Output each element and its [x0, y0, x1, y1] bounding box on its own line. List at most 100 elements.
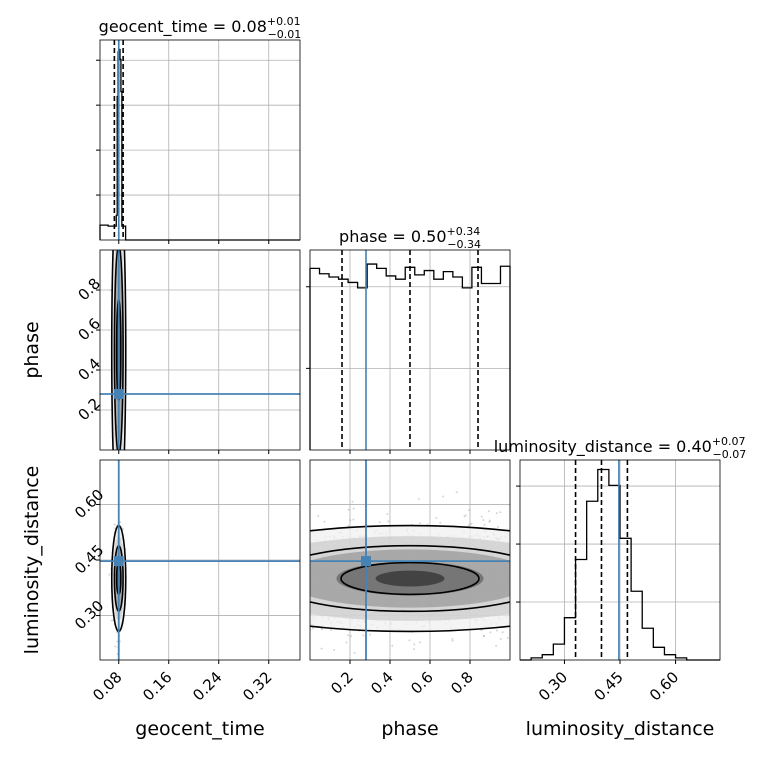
- hist-panel-geocent_time: geocent_time = 0.08+0.01 −0.01: [96, 15, 301, 244]
- scatter-panel-phase-luminosity_distance: [309, 459, 511, 664]
- sample-point: [480, 515, 483, 518]
- sample-point: [108, 573, 111, 576]
- sample-point: [487, 510, 490, 513]
- sample-point: [352, 518, 355, 521]
- x-tick-label: 0.8: [447, 668, 477, 698]
- density-geocent_time-luminosity_distance: [100, 460, 300, 660]
- y-axis-label-luminosity_distance: luminosity_distance: [21, 466, 43, 655]
- density-phase-luminosity_distance: [310, 460, 510, 660]
- sample-point: [482, 635, 485, 638]
- sample-point: [488, 520, 491, 523]
- sample-point: [311, 627, 314, 630]
- sample-point: [499, 511, 502, 514]
- sample-point: [470, 522, 473, 525]
- density-level: [375, 570, 445, 587]
- density-geocent_time-phase: [100, 250, 300, 450]
- panel-frame: [309, 249, 511, 451]
- x-tick-label: 0.6: [407, 668, 437, 698]
- panel-frame: [519, 459, 721, 661]
- sample-point: [413, 648, 416, 651]
- sample-point: [455, 491, 458, 494]
- sample-point: [495, 629, 498, 632]
- sample-point: [495, 644, 498, 647]
- sample-point: [369, 633, 372, 636]
- sample-point: [495, 512, 498, 515]
- x-tick-label: 0.60: [646, 668, 682, 704]
- x-axis-label-phase: phase: [381, 718, 438, 740]
- x-tick-label: 0.30: [535, 668, 571, 704]
- sample-point: [387, 520, 390, 523]
- panel-frame: [99, 459, 301, 661]
- contour-line: [113, 250, 124, 450]
- sample-point: [113, 523, 116, 526]
- sample-point: [419, 641, 422, 644]
- sample-point: [378, 521, 381, 524]
- truth-marker: [113, 389, 124, 399]
- contour-line: [340, 561, 480, 596]
- sample-point: [463, 515, 466, 518]
- sample-point: [353, 651, 356, 654]
- hist-panel-luminosity_distance: luminosity_distance = 0.40+0.07 −0.07: [494, 435, 747, 664]
- sample-point: [347, 508, 350, 511]
- histogram-luminosity_distance: [520, 468, 720, 661]
- contour-line: [310, 524, 510, 633]
- histogram-phase: [309, 263, 511, 450]
- sample-point: [114, 645, 117, 648]
- sample-point: [317, 515, 320, 518]
- sample-point: [413, 643, 416, 646]
- sample-point: [499, 637, 502, 640]
- x-tick-label: 0.24: [189, 668, 225, 704]
- sample-point: [350, 634, 353, 637]
- panel-frame: [99, 249, 301, 451]
- x-tick-label: 0.32: [239, 668, 275, 704]
- hist-panel-phase: phase = 0.50+0.34 −0.34: [306, 225, 511, 454]
- contour-line: [310, 544, 510, 613]
- sample-point: [501, 631, 504, 634]
- panel-title-luminosity_distance: luminosity_distance = 0.40+0.07 −0.07: [494, 435, 747, 461]
- sample-point: [419, 522, 422, 525]
- sample-point: [489, 631, 492, 634]
- sample-point: [323, 520, 326, 523]
- x-tick-label: 0.16: [139, 668, 175, 704]
- sample-point: [488, 519, 491, 522]
- panel-title-phase: phase = 0.50+0.34 −0.34: [339, 225, 481, 251]
- sample-point: [345, 641, 348, 644]
- sample-point: [482, 518, 485, 521]
- sample-point: [330, 628, 333, 631]
- sample-point: [482, 634, 485, 637]
- sample-point: [468, 509, 471, 512]
- sample-point: [352, 507, 355, 510]
- sample-point: [351, 500, 354, 503]
- sample-point: [119, 521, 122, 524]
- sample-point: [333, 649, 336, 652]
- sample-point: [442, 495, 445, 498]
- sample-point: [362, 634, 365, 637]
- sample-point: [386, 512, 389, 515]
- sample-point: [483, 523, 486, 526]
- sample-point: [349, 519, 352, 522]
- sample-point: [496, 525, 499, 528]
- sample-point: [451, 637, 454, 640]
- sample-point: [408, 639, 411, 642]
- x-tick-label: 0.4: [367, 668, 397, 698]
- x-tick-label: 0.08: [89, 668, 125, 704]
- panel-bg: [100, 250, 300, 450]
- x-axis-label-geocent_time: geocent_time: [135, 718, 264, 740]
- sample-point: [451, 639, 454, 642]
- sample-point: [417, 497, 420, 500]
- sample-point: [435, 517, 438, 520]
- scatter-panel-geocent_time-phase: [96, 249, 301, 454]
- sample-point: [121, 527, 124, 530]
- sample-point: [347, 634, 350, 637]
- panel-frame: [99, 39, 301, 241]
- sample-point: [391, 644, 394, 647]
- contour-line: [110, 250, 127, 450]
- panel-frame: [309, 459, 511, 661]
- x-axis-label-luminosity_distance: luminosity_distance: [526, 718, 715, 740]
- scatter-panel-geocent_time-luminosity_distance: [96, 459, 301, 664]
- sample-point: [439, 521, 442, 524]
- panel-title-geocent_time: geocent_time = 0.08+0.01 −0.01: [99, 15, 302, 41]
- hist-panel-bg: [100, 40, 300, 240]
- y-axis-label-phase: phase: [21, 321, 43, 378]
